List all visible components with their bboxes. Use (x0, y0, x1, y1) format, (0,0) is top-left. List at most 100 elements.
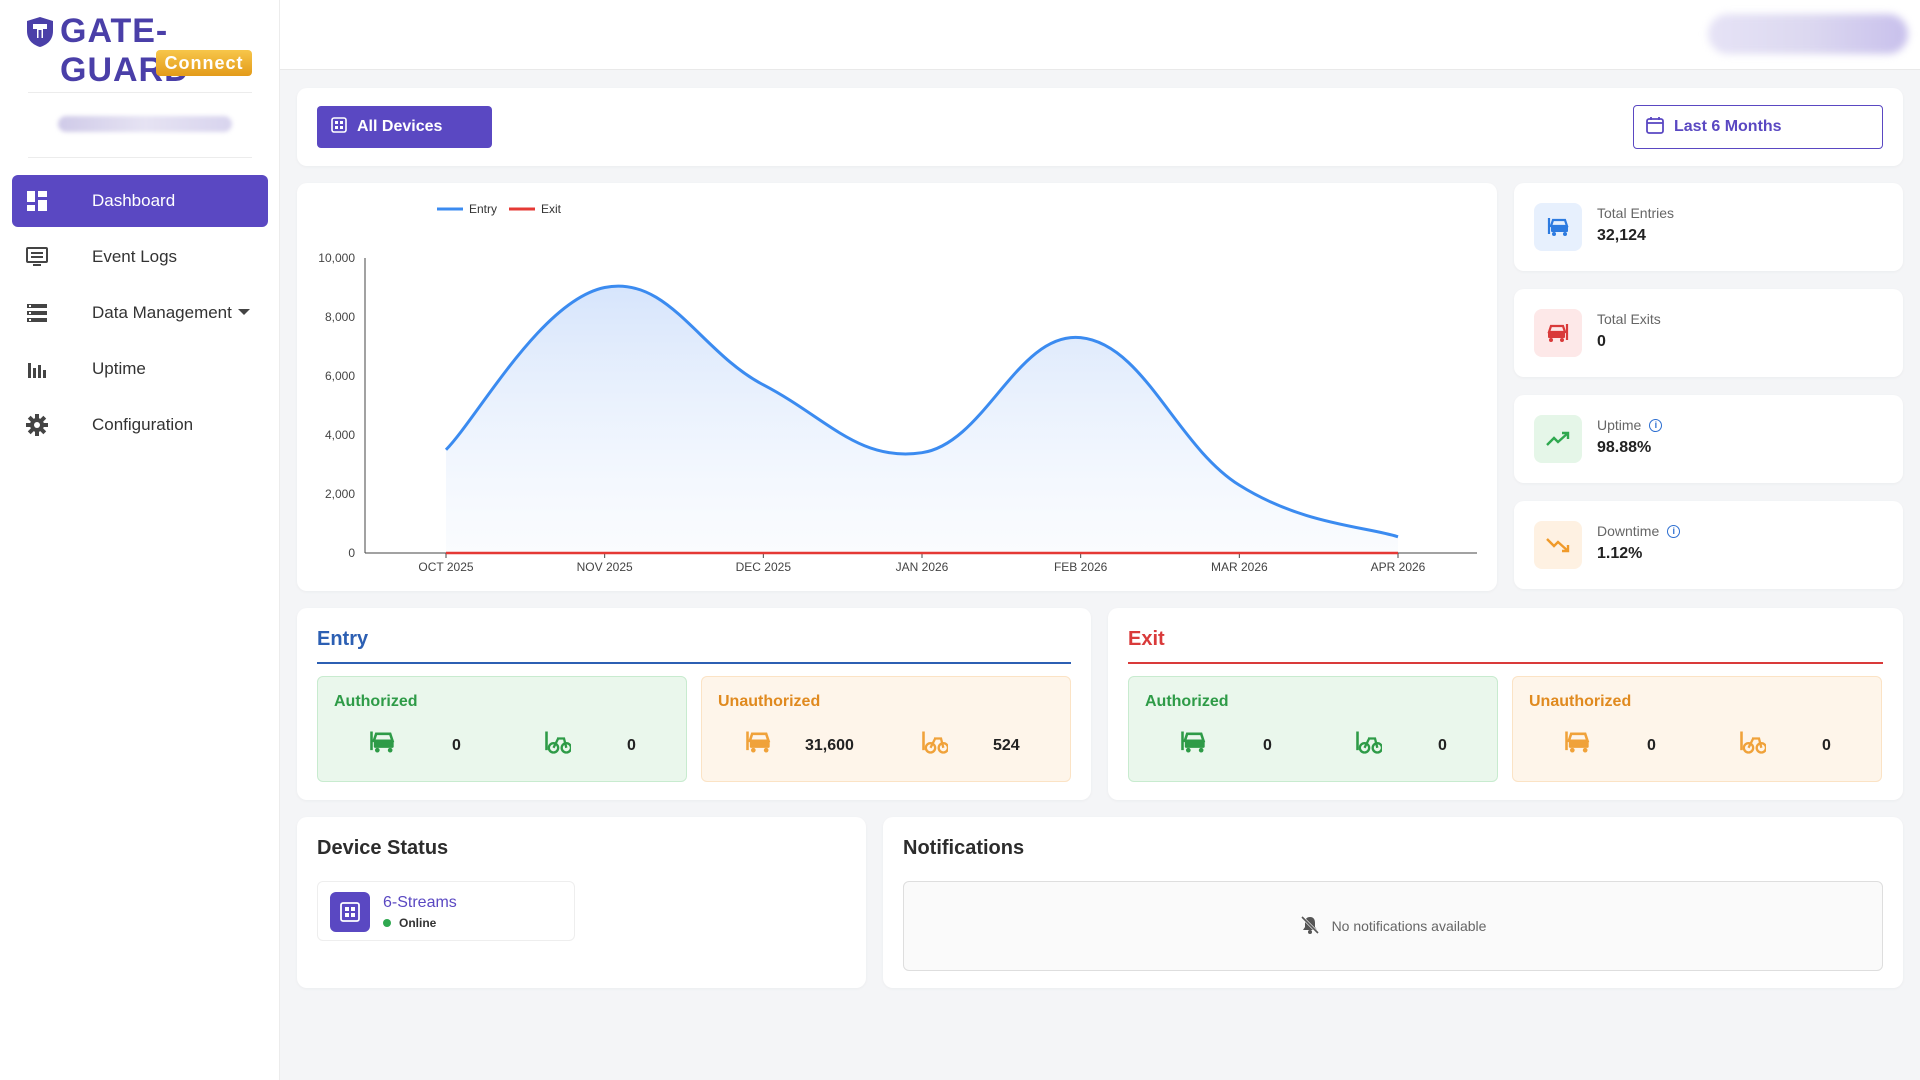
shield-logo-icon (27, 17, 53, 47)
divider (28, 92, 252, 93)
exit-unauthorized-panel: Unauthorized 0 0 (1512, 676, 1882, 782)
stat-label: Downtime i (1597, 523, 1681, 539)
y-tick-label: 4,000 (325, 428, 355, 442)
sidebar-item-label: Uptime (92, 359, 146, 378)
y-tick-label: 10,000 (318, 251, 355, 265)
all-devices-button[interactable]: All Devices (317, 106, 492, 148)
info-icon[interactable]: i (1667, 524, 1681, 538)
entry-unauthorized-panel: Unauthorized 31,600 524 (701, 676, 1071, 782)
stat-label-text: Downtime (1597, 523, 1660, 539)
user-profile-redacted[interactable] (1708, 14, 1908, 54)
event-logs-icon (24, 244, 50, 270)
sidebar-item-dashboard[interactable]: Dashboard (12, 175, 268, 227)
device-status-title: Device Status (317, 837, 449, 859)
stat-value: 1.12% (1597, 545, 1643, 562)
panel-title: Authorized (334, 693, 418, 710)
legend-label: Entry (469, 202, 497, 216)
stat-label: Total Exits (1597, 311, 1661, 327)
sidebar-item-data-management[interactable]: Data Management (12, 287, 268, 339)
panel-title: Unauthorized (718, 693, 821, 710)
x-tick-label: NOV 2025 (577, 560, 633, 574)
x-tick-label: DEC 2025 (736, 560, 792, 574)
y-tick-label: 0 (348, 546, 355, 560)
car-gate-icon (1181, 731, 1206, 753)
stat-label-text: Uptime (1597, 417, 1642, 433)
panel-title: Unauthorized (1529, 693, 1632, 710)
series-area-entry (446, 286, 1398, 553)
notifications-title: Notifications (903, 837, 1025, 859)
trend-up-icon (1534, 415, 1582, 463)
y-tick-label: 2,000 (325, 487, 355, 501)
data-management-icon (24, 300, 50, 326)
all-devices-label: All Devices (357, 118, 443, 135)
sidebar-item-label: Event Logs (92, 247, 178, 266)
car-gate-icon (1565, 731, 1590, 753)
chevron-down-icon[interactable] (238, 309, 250, 315)
brand-badge: Connect (156, 50, 252, 76)
bike-gate-icon (545, 731, 571, 754)
x-tick-label: MAR 2026 (1211, 560, 1268, 574)
trend-down-icon (1534, 521, 1582, 569)
entries-line-chart: 0 2,000 4,000 6,000 8,000 10,000 OCT 2025 NOV 2… (318, 202, 1477, 574)
filter-bar: All Devices Last 6 Months (297, 88, 1903, 166)
car-count: 0 (1263, 737, 1272, 754)
exit-vehicle-icon (1534, 309, 1582, 357)
device-status-card: Device Status 6-Streams Online (297, 817, 866, 988)
exit-summary-card: Exit Authorized 0 0 Unauthorized 0 0 (1108, 608, 1903, 800)
gear-icon (24, 412, 50, 438)
sidebar-item-label: Configuration (92, 415, 194, 434)
panel-title: Authorized (1145, 693, 1229, 710)
sidebar: GATE-GUARD Connect Dashboard Event Logs … (0, 0, 280, 1080)
bike-gate-icon (922, 731, 948, 754)
x-tick-label: FEB 2026 (1054, 560, 1108, 574)
sidebar-item-configuration[interactable]: Configuration (12, 399, 268, 451)
brand-logo[interactable]: GATE-GUARD Connect (26, 12, 256, 89)
stat-label: Total Entries (1597, 205, 1675, 221)
x-tick-label: JAN 2026 (896, 560, 949, 574)
stat-card-downtime: Downtime i 1.12% (1514, 501, 1903, 589)
device-online-status: Online (383, 916, 436, 930)
sidebar-item-event-logs[interactable]: Event Logs (12, 231, 268, 283)
bike-gate-icon (1740, 731, 1766, 754)
divider (1128, 662, 1883, 664)
car-gate-icon (370, 731, 395, 753)
bike-count: 0 (1438, 737, 1447, 754)
calendar-icon (1646, 116, 1664, 139)
entries-chart-card: 0 2,000 4,000 6,000 8,000 10,000 OCT 2025 NOV 2… (297, 183, 1497, 591)
sidebar-item-label: Dashboard (92, 191, 176, 210)
car-count: 0 (1647, 737, 1656, 754)
stat-card-total-entries: Total Entries 32,124 (1514, 183, 1903, 271)
car-gate-icon (746, 731, 771, 753)
car-count: 0 (452, 737, 461, 754)
sidebar-item-label: Data Management (92, 303, 232, 322)
date-range-button[interactable]: Last 6 Months (1633, 105, 1883, 149)
user-name-redacted (58, 116, 232, 132)
bell-off-icon (1300, 915, 1320, 938)
entry-section-title: Entry (317, 628, 369, 650)
device-status-text: Online (399, 916, 437, 930)
divider (317, 662, 1071, 664)
y-tick-label: 6,000 (325, 369, 355, 383)
x-tick-label: APR 2026 (1371, 560, 1426, 574)
bike-count: 0 (1822, 737, 1831, 754)
date-range-label: Last 6 Months (1674, 118, 1782, 135)
divider (28, 157, 252, 158)
info-icon[interactable]: i (1649, 418, 1663, 432)
entry-authorized-panel: Authorized 0 0 (317, 676, 687, 782)
exit-section-title: Exit (1128, 628, 1165, 650)
online-dot-icon (383, 919, 391, 927)
device-tile[interactable]: 6-Streams Online (317, 881, 575, 941)
notifications-card: Notifications No notifications available (883, 817, 1903, 988)
y-tick-label: 8,000 (325, 310, 355, 324)
stat-value: 98.88% (1597, 439, 1652, 456)
sidebar-item-uptime[interactable]: Uptime (12, 343, 268, 395)
bike-count: 524 (993, 737, 1020, 754)
bike-count: 0 (627, 737, 636, 754)
car-count: 31,600 (805, 737, 854, 754)
notifications-empty-text: No notifications available (1331, 918, 1487, 934)
stat-label: Uptime i (1597, 417, 1663, 433)
dashboard-icon (24, 188, 50, 214)
device-icon (330, 892, 370, 932)
stat-value: 32,124 (1597, 227, 1646, 244)
stat-value: 0 (1597, 333, 1606, 350)
